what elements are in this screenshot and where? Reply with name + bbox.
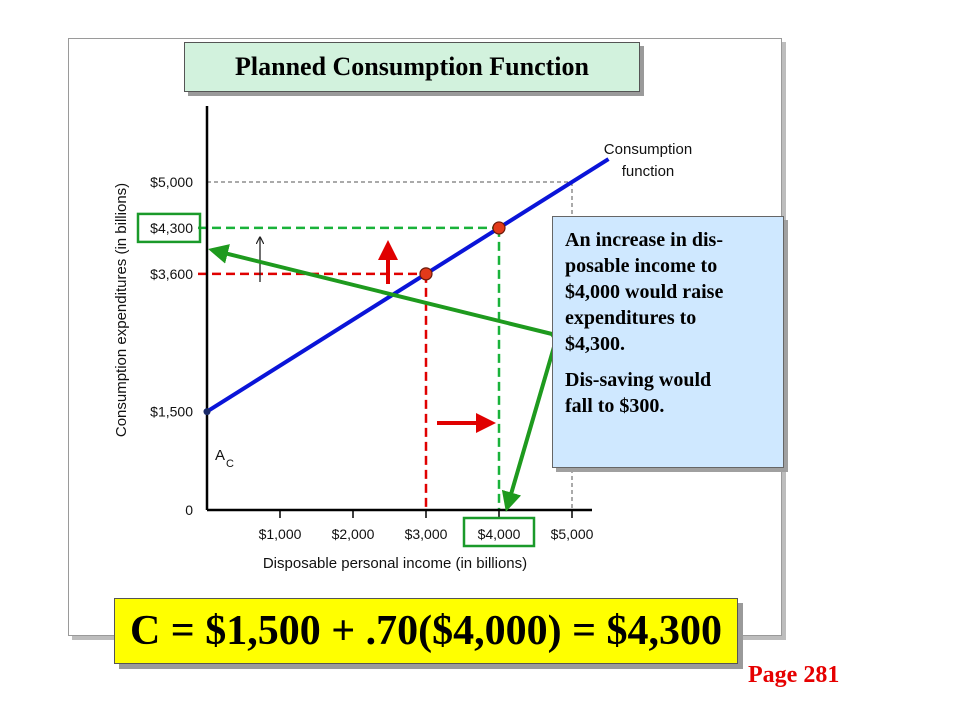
- x-axis-title: Disposable personal income (in billions): [263, 555, 527, 572]
- x-tick-label: $2,000: [332, 526, 375, 542]
- callout-text-dissaving: Dis-saving would fall to $300.: [565, 367, 775, 419]
- chart-title: Planned Consumption Function: [184, 42, 640, 92]
- callout-line: Dis-saving would: [565, 369, 712, 391]
- consumption-formula: C = $1,500 + .70($4,000) = $4,300: [114, 598, 738, 664]
- green-arrow-to-x-axis: [501, 332, 559, 512]
- data-point: [492, 221, 506, 235]
- x-tick-label: $4,000: [478, 526, 521, 542]
- explanation-callout: An increase in dis-posable income to $4,0…: [552, 216, 784, 468]
- callout-line: posable income to: [565, 255, 718, 277]
- callout-line: fall to $300.: [565, 395, 665, 417]
- y-tick-label: $4,300: [150, 220, 193, 236]
- y-tick-highlight-box: [136, 212, 202, 244]
- callout-line: expenditures to: [565, 307, 697, 329]
- green-arrow-to-y-axis: [208, 244, 553, 336]
- x-tick-highlight-box: [462, 516, 536, 548]
- consumption-function-line: [205, 157, 610, 414]
- intercept-label: A: [215, 447, 225, 464]
- callout-line: $4,000 would raise: [565, 281, 724, 303]
- x-tick-label: $5,000: [551, 526, 594, 542]
- callout-line: An increase in dis-: [565, 229, 723, 251]
- y-tick-label: $5,000: [150, 174, 193, 190]
- callout-line: $4,300.: [565, 333, 625, 355]
- y-axis-title: Consumption expenditures (in billions): [113, 183, 130, 437]
- series-label-line-2: function: [622, 163, 675, 180]
- callout-text-increase: An increase in dis-posable income to $4,0…: [565, 227, 775, 357]
- y-tick-label: $3,600: [150, 266, 193, 282]
- y-tick-label: 0: [185, 502, 193, 518]
- intercept-point: [203, 408, 211, 416]
- intercept-label-subscript: C: [226, 458, 234, 470]
- x-tick-label: $1,000: [259, 526, 302, 542]
- data-point: [419, 267, 433, 281]
- series-label-line-1: Consumption: [604, 141, 692, 158]
- page-reference: Page 281: [748, 662, 840, 688]
- x-tick-label: $3,000: [405, 526, 448, 542]
- y-tick-label: $1,500: [150, 404, 193, 420]
